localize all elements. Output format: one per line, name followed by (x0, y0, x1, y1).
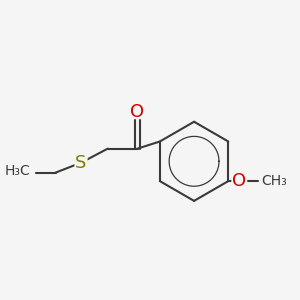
Text: H₃C: H₃C (5, 164, 31, 178)
Text: O: O (232, 172, 246, 190)
Text: CH₃: CH₃ (261, 174, 287, 188)
Text: O: O (130, 103, 145, 122)
Text: S: S (75, 154, 87, 172)
